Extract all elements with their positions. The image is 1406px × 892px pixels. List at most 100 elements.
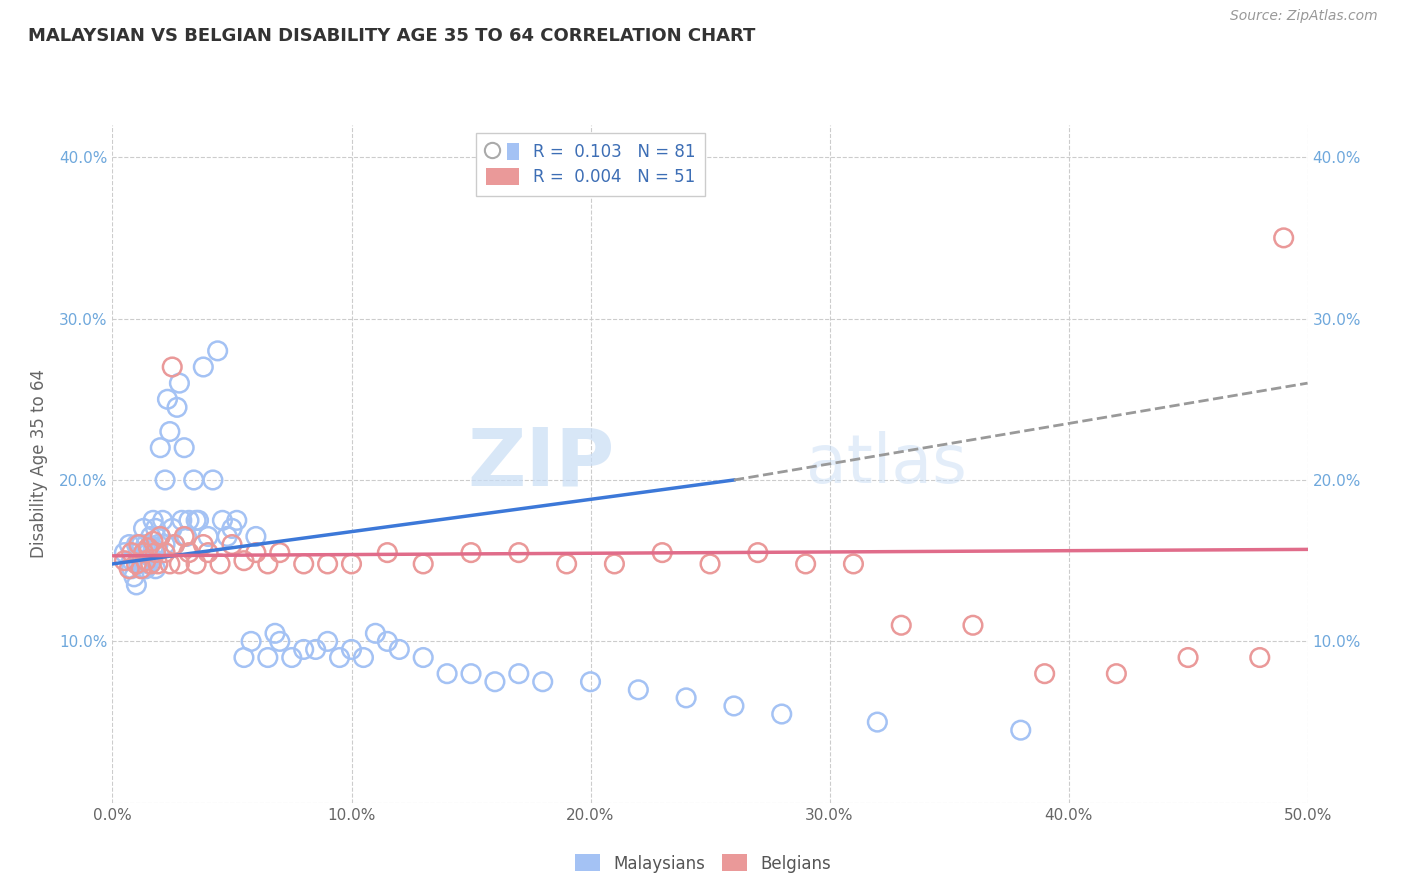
Point xyxy=(1177,650,1199,665)
Legend: R =  0.103   N = 81, R =  0.004   N = 51: R = 0.103 N = 81, R = 0.004 N = 51 xyxy=(477,133,704,196)
Point xyxy=(221,537,243,551)
Point xyxy=(264,626,287,640)
Point xyxy=(221,521,243,535)
Point xyxy=(508,666,530,681)
Point xyxy=(170,513,193,527)
Point xyxy=(460,546,482,560)
Point xyxy=(245,529,267,543)
Point xyxy=(162,359,183,374)
Point xyxy=(304,642,326,657)
Point xyxy=(352,650,374,665)
Point xyxy=(162,521,183,535)
Point xyxy=(128,537,150,551)
Point xyxy=(177,513,200,527)
Point xyxy=(340,642,363,657)
Point xyxy=(217,529,239,543)
Point xyxy=(169,557,191,571)
Point xyxy=(132,546,155,560)
Point xyxy=(292,557,315,571)
Point xyxy=(699,557,721,571)
Point xyxy=(183,473,205,487)
Point xyxy=(149,529,172,543)
Point xyxy=(281,650,304,665)
Point xyxy=(128,546,150,560)
Point xyxy=(166,401,188,415)
Point xyxy=(177,546,200,560)
Point xyxy=(159,425,181,439)
Point xyxy=(460,666,482,681)
Text: atlas: atlas xyxy=(806,431,966,497)
Point xyxy=(723,698,745,713)
Point xyxy=(138,557,160,571)
Point xyxy=(1033,666,1056,681)
Point xyxy=(146,537,169,551)
Point xyxy=(139,557,162,571)
Point xyxy=(388,642,411,657)
Point xyxy=(240,634,263,648)
Point xyxy=(245,546,267,560)
Point xyxy=(121,546,143,560)
Point xyxy=(135,554,157,568)
Point xyxy=(770,706,793,721)
Point xyxy=(173,529,195,543)
Point xyxy=(139,529,162,543)
Point xyxy=(257,650,280,665)
Point xyxy=(555,557,578,571)
Point xyxy=(962,618,984,632)
Point xyxy=(436,666,458,681)
Point xyxy=(169,376,191,391)
Point xyxy=(163,537,186,551)
Point xyxy=(121,554,143,568)
Point xyxy=(232,554,256,568)
Point xyxy=(364,626,387,640)
Point xyxy=(114,546,135,560)
Point xyxy=(135,537,157,551)
Point xyxy=(269,634,291,648)
Point xyxy=(747,546,769,560)
Point xyxy=(153,537,176,551)
Point xyxy=(208,557,231,571)
Y-axis label: Disability Age 35 to 64: Disability Age 35 to 64 xyxy=(30,369,48,558)
Point xyxy=(651,546,673,560)
Point xyxy=(138,546,160,560)
Point xyxy=(176,529,198,543)
Point xyxy=(114,554,135,568)
Point xyxy=(842,557,865,571)
Point xyxy=(125,557,148,571)
Point xyxy=(603,557,626,571)
Point xyxy=(142,513,165,527)
Point xyxy=(163,537,186,551)
Point xyxy=(142,541,165,555)
Point xyxy=(508,546,530,560)
Point xyxy=(128,557,150,571)
Point xyxy=(139,550,162,565)
Point xyxy=(129,537,152,551)
Point xyxy=(197,529,219,543)
Point xyxy=(129,554,152,568)
Point xyxy=(173,441,195,455)
Point xyxy=(149,441,172,455)
Point xyxy=(579,674,602,689)
Point xyxy=(138,541,160,555)
Point xyxy=(292,642,315,657)
Point xyxy=(153,546,176,560)
Legend: Malaysians, Belgians: Malaysians, Belgians xyxy=(568,847,838,880)
Point xyxy=(135,562,157,576)
Point xyxy=(121,562,143,576)
Point xyxy=(211,513,233,527)
Point xyxy=(149,529,172,543)
Point xyxy=(866,715,889,730)
Point xyxy=(340,557,363,571)
Point xyxy=(890,618,912,632)
Point xyxy=(132,521,155,535)
Point xyxy=(1153,102,1175,116)
Point xyxy=(129,562,152,576)
Point xyxy=(484,674,506,689)
Point xyxy=(412,557,434,571)
Point xyxy=(159,557,181,571)
Point xyxy=(193,537,215,551)
Point xyxy=(232,650,256,665)
Point xyxy=(193,359,215,374)
Point xyxy=(377,634,399,648)
Text: MALAYSIAN VS BELGIAN DISABILITY AGE 35 TO 64 CORRELATION CHART: MALAYSIAN VS BELGIAN DISABILITY AGE 35 T… xyxy=(28,27,755,45)
